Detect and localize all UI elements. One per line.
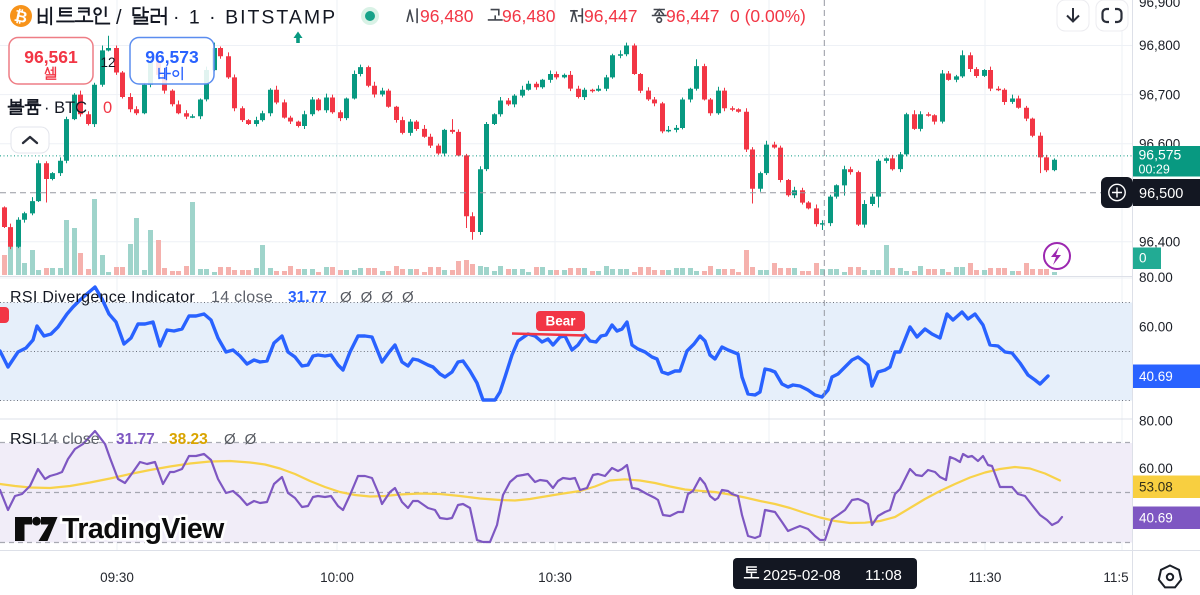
svg-text:53.08: 53.08 bbox=[1139, 480, 1173, 495]
svg-text:80.00: 80.00 bbox=[1139, 270, 1173, 285]
svg-text:11:08: 11:08 bbox=[865, 567, 902, 584]
svg-text:· 1 · BITSTAMP: · 1 · BITSTAMP bbox=[173, 7, 337, 29]
svg-text:0 (0.00%): 0 (0.00%) bbox=[730, 6, 806, 26]
svg-text:09:30: 09:30 bbox=[100, 570, 134, 585]
svg-text:96,575: 96,575 bbox=[1139, 147, 1182, 163]
svg-text:Bear: Bear bbox=[545, 314, 576, 329]
svg-text:10:00: 10:00 bbox=[320, 570, 354, 585]
svg-text:11:5: 11:5 bbox=[1103, 570, 1128, 585]
svg-text:/: / bbox=[116, 7, 122, 29]
svg-text:· BTC: · BTC bbox=[44, 99, 87, 117]
svg-text:11:30: 11:30 bbox=[969, 570, 1002, 585]
svg-text:96,480: 96,480 bbox=[420, 6, 474, 26]
svg-text:96,500: 96,500 bbox=[1139, 186, 1183, 202]
svg-text:96,447: 96,447 bbox=[666, 6, 720, 26]
svg-text:60.00: 60.00 bbox=[1139, 320, 1173, 335]
svg-text:96,400: 96,400 bbox=[1139, 235, 1180, 250]
svg-text:96,573: 96,573 bbox=[145, 47, 199, 67]
svg-text:TradingView: TradingView bbox=[62, 513, 225, 545]
svg-text:80.00: 80.00 bbox=[1139, 414, 1173, 429]
svg-text:96,480: 96,480 bbox=[502, 6, 556, 26]
svg-text:96,561: 96,561 bbox=[24, 47, 78, 67]
svg-text:12: 12 bbox=[100, 55, 115, 70]
svg-text:0: 0 bbox=[1139, 251, 1147, 266]
svg-text:96,900: 96,900 bbox=[1139, 0, 1180, 10]
svg-text:96,800: 96,800 bbox=[1139, 38, 1180, 53]
svg-text:40.69: 40.69 bbox=[1139, 511, 1173, 526]
svg-text:0: 0 bbox=[103, 99, 112, 117]
svg-text:96,447: 96,447 bbox=[584, 6, 638, 26]
svg-text:₿: ₿ bbox=[13, 7, 30, 27]
svg-text:40.69: 40.69 bbox=[1139, 369, 1173, 384]
svg-text:10:30: 10:30 bbox=[538, 570, 572, 585]
svg-text:60.00: 60.00 bbox=[1139, 461, 1173, 476]
svg-text:96,700: 96,700 bbox=[1139, 87, 1180, 102]
svg-text:2025-02-08: 2025-02-08 bbox=[763, 567, 841, 584]
svg-text:00:29: 00:29 bbox=[1139, 163, 1170, 177]
